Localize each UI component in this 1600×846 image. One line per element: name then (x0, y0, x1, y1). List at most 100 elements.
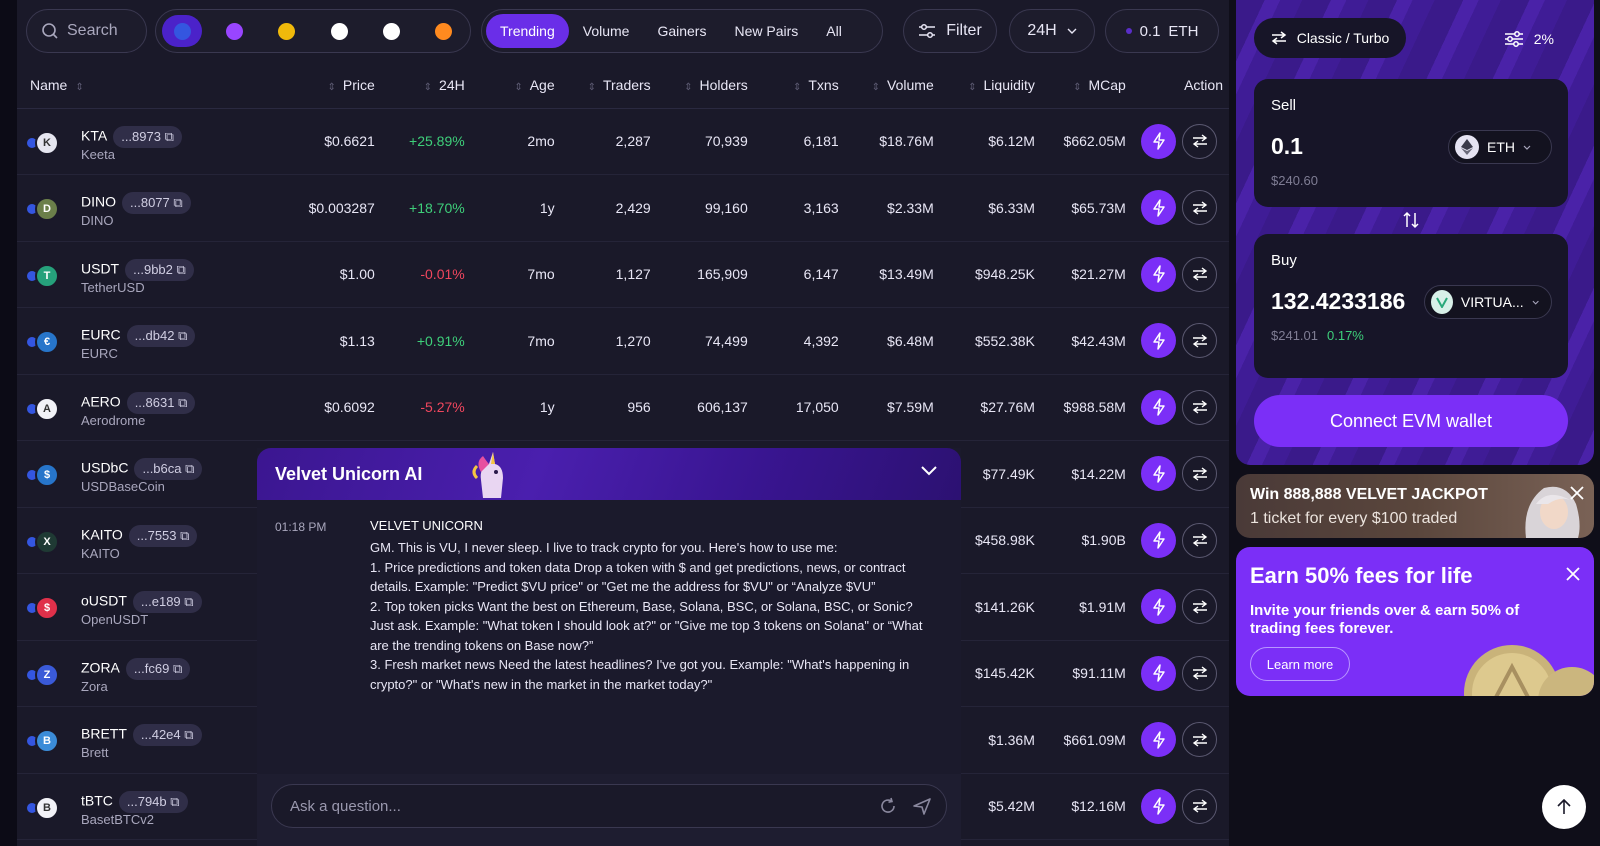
tab-trending[interactable]: Trending (486, 14, 569, 48)
token-symbol-line: USDbC ...b6ca ⧉ (81, 458, 203, 480)
tab-all[interactable]: All (826, 23, 842, 39)
flip-direction-icon[interactable] (1403, 211, 1419, 229)
action-cell (1131, 773, 1229, 840)
column-label: Holders (699, 76, 748, 93)
quick-buy-button[interactable] (1141, 522, 1176, 558)
contract-address-chip[interactable]: ...e189 ⧉ (132, 591, 202, 613)
swap-button[interactable] (1182, 655, 1217, 691)
column-header-holders[interactable]: ⇕ Holders (656, 62, 754, 109)
jackpot-title: Win 888,888 VELVET JACKPOT (1250, 486, 1488, 503)
copy-icon: ⧉ (185, 461, 195, 476)
quick-buy-button[interactable] (1141, 788, 1176, 824)
contract-address-chip[interactable]: ...794b ⧉ (118, 790, 188, 813)
quick-buy-button[interactable] (1141, 722, 1176, 758)
slippage-setting[interactable]: 2% (1504, 30, 1554, 48)
swap-button[interactable] (1182, 522, 1217, 558)
action-cell (1131, 440, 1229, 508)
chain-button-1[interactable] (214, 15, 254, 47)
learn-more-button[interactable]: Learn more (1250, 647, 1350, 681)
swap-button[interactable] (1182, 323, 1217, 359)
search-icon (42, 23, 58, 39)
chat-header[interactable]: Velvet Unicorn AI (257, 448, 961, 500)
swap-button[interactable] (1182, 722, 1217, 758)
column-header-txns[interactable]: ⇕ Txns (753, 62, 845, 109)
contract-address-chip[interactable]: ...db42 ⧉ (126, 325, 196, 347)
jackpot-banner[interactable]: Win 888,888 VELVET JACKPOT 1 ticket for … (1236, 474, 1594, 538)
mode-toggle[interactable]: Classic / Turbo (1254, 18, 1406, 58)
column-header-24h[interactable]: ⇕ 24H (380, 62, 471, 109)
chain-button-2[interactable] (267, 15, 307, 47)
buy-amount[interactable]: 132.4233186 (1271, 288, 1406, 314)
token-symbol-line: tBTC ...794b ⧉ (81, 790, 188, 813)
swap-button[interactable] (1182, 190, 1217, 226)
sort-icon: ⇕ (514, 81, 523, 93)
connect-wallet-button[interactable]: Connect EVM wallet (1254, 395, 1568, 447)
column-header-volume[interactable]: ⇕ Volume (844, 62, 940, 109)
filter-button[interactable]: Filter (903, 9, 997, 53)
period-dropdown[interactable]: 24H (1009, 9, 1095, 53)
column-header-name[interactable]: Name ⇕ (17, 62, 287, 109)
swap-button[interactable] (1182, 456, 1217, 492)
column-header-mcap[interactable]: ⇕ MCap (1040, 62, 1132, 109)
token-symbol-line: KTA ...8973 ⧉ (81, 125, 182, 148)
swap-button[interactable] (1182, 389, 1217, 425)
quick-buy-button[interactable] (1141, 389, 1176, 425)
token-name: TetherUSD (81, 279, 145, 295)
contract-address-chip[interactable]: ...8631 ⧉ (126, 391, 196, 414)
table-row[interactable]: € EURC ...db42 ⧉ EURC $1.13 +0.91% 7mo 1,270 74,… (17, 307, 1229, 375)
contract-address-chip[interactable]: ...8973 ⧉ (113, 125, 182, 148)
quick-buy-button[interactable] (1141, 655, 1176, 691)
close-jackpot-icon[interactable] (1570, 486, 1584, 500)
table-row[interactable]: A AERO ...8631 ⧉ Aerodrome $0.6092 -5.27% 1y 95… (17, 374, 1229, 441)
refresh-icon[interactable] (878, 796, 898, 816)
contract-address-chip[interactable]: ...7553 ⧉ (128, 524, 198, 547)
column-header-price[interactable]: ⇕ Price (286, 62, 381, 109)
swap-button[interactable] (1182, 589, 1217, 625)
column-header-age[interactable]: ⇕ Age (470, 62, 561, 109)
collapse-chat-icon[interactable] (921, 466, 937, 476)
contract-address-chip[interactable]: ...b6ca ⧉ (134, 458, 203, 480)
cell-price: $0.6092 (286, 374, 381, 441)
chain-button-3[interactable] (319, 15, 359, 47)
sort-icon: ⇕ (75, 81, 84, 93)
chain-button-5[interactable] (424, 15, 464, 47)
contract-address-chip[interactable]: ...fc69 ⧉ (125, 657, 191, 680)
quick-buy-button[interactable] (1141, 123, 1176, 159)
send-icon[interactable] (912, 796, 932, 816)
column-label: Price (342, 76, 375, 93)
chat-input[interactable]: Ask a question... (271, 784, 947, 828)
swap-button[interactable] (1182, 256, 1217, 292)
quick-buy-button[interactable] (1141, 190, 1176, 226)
column-header-traders[interactable]: ⇕ Traders (560, 62, 657, 109)
search-box[interactable]: Search (26, 9, 147, 53)
quick-buy-button[interactable] (1141, 456, 1176, 492)
scroll-to-top-button[interactable] (1542, 785, 1586, 829)
contract-address-chip[interactable]: ...8077 ⧉ (122, 192, 191, 214)
chain-button-4[interactable] (372, 15, 412, 47)
tab-new-pairs[interactable]: New Pairs (734, 23, 799, 39)
sell-amount-input[interactable]: 0.1 (1271, 133, 1303, 159)
close-referral-icon[interactable] (1566, 567, 1580, 581)
tab-volume[interactable]: Volume (582, 23, 630, 39)
table-row[interactable]: T USDT ...9bb2 ⧉ TetherUSD $1.00 -0.01% 7mo 1,1… (17, 241, 1229, 308)
quick-buy-button[interactable] (1141, 323, 1176, 359)
sell-token-select[interactable]: ETH (1448, 130, 1552, 164)
buy-token-select[interactable]: VIRTUA... (1424, 285, 1552, 319)
cell-txns: 6,181 (753, 108, 845, 175)
copy-icon: ⧉ (184, 594, 194, 609)
column-header-liquidity[interactable]: ⇕ Liquidity (939, 62, 1041, 109)
swap-button[interactable] (1182, 788, 1217, 824)
quick-buy-button[interactable] (1141, 256, 1176, 292)
swap-button[interactable] (1182, 123, 1217, 159)
tab-gainers[interactable]: Gainers (657, 23, 707, 39)
contract-address: ...b6ca (142, 461, 182, 476)
contract-address-chip[interactable]: ...9bb2 ⧉ (125, 258, 194, 281)
quick-buy-button[interactable] (1141, 589, 1176, 625)
table-row[interactable]: K KTA ...8973 ⧉ Keeta $0.6621 +25.89% 2mo 2,287… (17, 108, 1229, 175)
chain-button-0[interactable] (162, 15, 202, 47)
quick-buy-amount[interactable]: 0.1 ETH (1105, 9, 1219, 53)
table-row[interactable]: D DINO ...8077 ⧉ DINO $0.003287 +18.70% 1y 2,42… (17, 174, 1229, 242)
contract-address-chip[interactable]: ...42e4 ⧉ (132, 724, 202, 746)
cell-traders: 2,287 (560, 108, 657, 175)
sort-icon: ⇕ (423, 81, 433, 93)
